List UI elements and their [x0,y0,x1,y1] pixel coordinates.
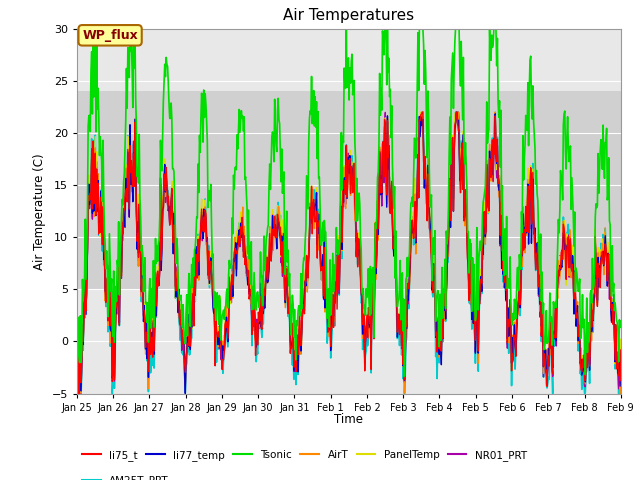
X-axis label: Time: Time [334,413,364,426]
Title: Air Temperatures: Air Temperatures [284,9,414,24]
Legend: AM25T_PRT: AM25T_PRT [82,475,169,480]
Y-axis label: Air Temperature (C): Air Temperature (C) [33,153,46,269]
Bar [77,91,621,289]
Text: WP_flux: WP_flux [82,29,138,42]
